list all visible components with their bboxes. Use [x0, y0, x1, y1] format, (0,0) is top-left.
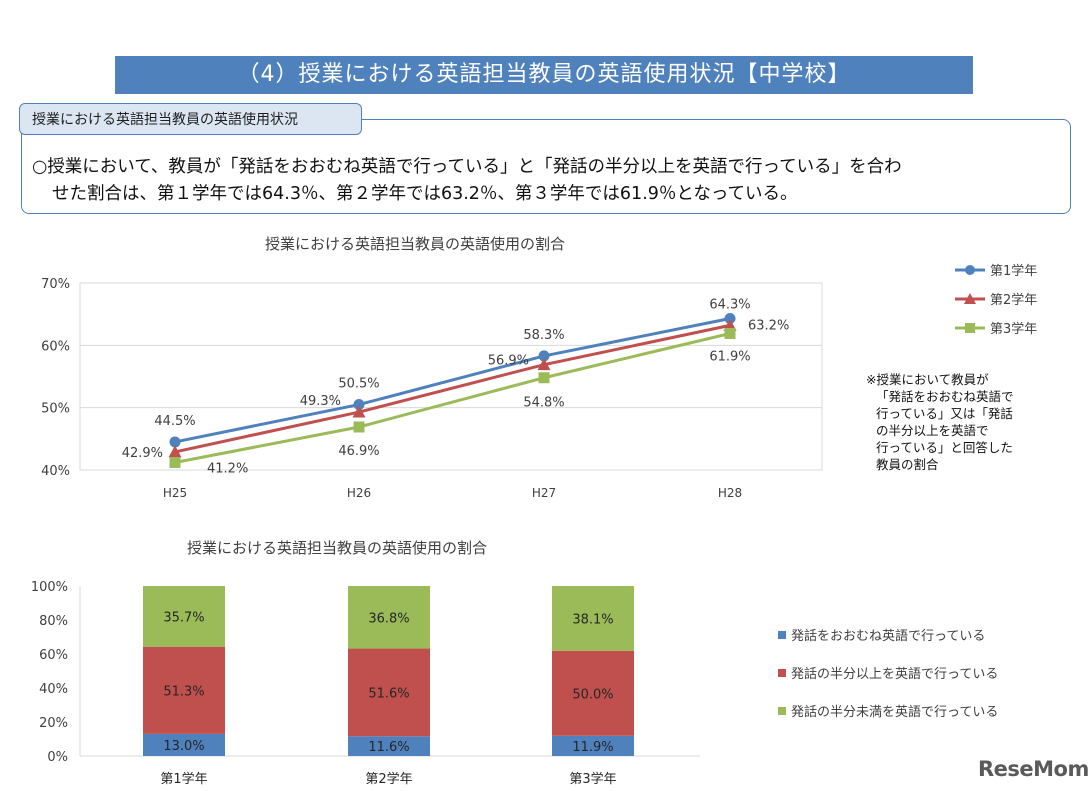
legend-swatch — [778, 631, 786, 639]
data-point — [723, 318, 737, 331]
page-title: （4）授業における英語担当教員の英語使用状況【中学校】 — [115, 56, 973, 94]
data-label: 42.9% — [122, 446, 163, 461]
data-label: 49.3% — [300, 394, 341, 409]
y-tick-label: 50% — [41, 402, 70, 417]
summary-line-1: ○授業において、教員が「発話をおおむね英語で行っている」と「発話の半分以上を英語… — [32, 157, 902, 177]
summary-text: ○授業において、教員が「発話をおおむね英語で行っている」と「発話の半分以上を英語… — [32, 154, 1062, 208]
x-tick-label: H25 — [163, 486, 187, 500]
series-line — [174, 317, 731, 444]
y-tick-label: 20% — [39, 716, 68, 731]
data-label: 46.9% — [338, 444, 379, 459]
x-tick-label: 第1学年 — [160, 771, 207, 787]
legend-label: 第2学年 — [990, 292, 1037, 308]
legend-label: 第3学年 — [990, 321, 1037, 337]
data-point — [724, 313, 736, 325]
x-tick-label: H27 — [532, 486, 556, 500]
series-line — [174, 323, 731, 454]
data-point — [353, 399, 365, 411]
data-point — [965, 265, 975, 275]
y-tick-label: 60% — [39, 648, 68, 663]
bar-segment — [552, 586, 634, 651]
data-point — [964, 293, 976, 304]
data-label: 41.2% — [207, 462, 248, 477]
data-label: 56.9% — [488, 354, 529, 369]
resemom-logo: ReseMom — [978, 757, 1089, 781]
legend-label: 第1学年 — [990, 263, 1037, 279]
data-point — [965, 323, 975, 333]
bar-segment — [348, 586, 430, 649]
data-label: 38.1% — [572, 612, 613, 627]
bar-segment — [552, 650, 634, 736]
section-tab: 授業における英語担当教員の英語使用状況 — [19, 103, 362, 135]
bar-segment — [348, 648, 430, 737]
data-point — [352, 405, 366, 418]
summary-box — [21, 119, 1071, 214]
data-point — [538, 350, 550, 362]
bar-segment — [143, 586, 225, 647]
y-tick-label: 40% — [39, 682, 68, 697]
line-chart: 40% 50% 60% 70% H25 H26 H27 H28 44.5% 50.5% 58.3% 6… — [41, 263, 1037, 500]
y-tick-label: 80% — [39, 614, 68, 629]
bar-segment — [143, 646, 225, 734]
data-label: 51.3% — [163, 684, 204, 699]
x-tick-label: H26 — [347, 486, 371, 500]
data-point — [169, 457, 181, 469]
footnote-line: ※授業において教員が — [866, 372, 989, 387]
data-label: 54.8% — [523, 396, 564, 411]
data-label: 44.5% — [154, 414, 195, 429]
data-label: 50.5% — [338, 377, 379, 392]
y-tick-label: 60% — [41, 339, 70, 354]
bar-segment — [348, 736, 430, 756]
y-tick-label: 40% — [41, 464, 70, 479]
bar-segment — [143, 733, 225, 756]
y-tick-label: 0% — [47, 750, 68, 765]
x-tick-label: 第2学年 — [365, 771, 412, 787]
data-label: 61.9% — [709, 349, 750, 364]
legend-swatch — [778, 669, 786, 677]
data-label: 58.3% — [523, 328, 564, 343]
footnote-line: 行っている」と回答した — [876, 440, 1013, 455]
footnote-line: の半分以上を英語で — [876, 423, 989, 438]
data-point — [168, 445, 182, 458]
bar-chart-title: 授業における英語担当教員の英語使用の割合 — [187, 539, 488, 557]
data-label: 35.7% — [163, 610, 204, 625]
line-chart-title: 授業における英語担当教員の英語使用の割合 — [265, 235, 566, 253]
data-point — [538, 372, 550, 384]
legend-swatch — [778, 707, 786, 715]
footnote: ※授業において教員が 「発話をおおむね英語で 行っている」又は「発話 の半分以上… — [866, 371, 1056, 473]
data-label: 36.8% — [368, 611, 409, 626]
x-tick-label: H28 — [718, 486, 742, 500]
data-point — [353, 421, 365, 433]
y-tick-label: 70% — [41, 277, 70, 292]
footnote-line: 教員の割合 — [876, 457, 939, 472]
legend-label: 発話の半分以上を英語で行っている — [791, 666, 998, 682]
data-point — [724, 327, 736, 339]
data-label: 11.9% — [572, 740, 613, 755]
footnote-line: 行っている」又は「発話 — [876, 406, 1013, 421]
bar-segment — [552, 735, 634, 756]
data-label: 64.3% — [709, 298, 750, 313]
data-label: 11.6% — [368, 740, 409, 755]
data-label: 13.0% — [163, 739, 204, 754]
data-label: 63.2% — [748, 318, 789, 333]
series-line — [174, 332, 731, 464]
data-point — [537, 358, 551, 371]
data-label: 51.6% — [368, 686, 409, 701]
x-tick-label: 第3学年 — [569, 771, 616, 787]
legend-label: 発話をおおむね英語で行っている — [791, 628, 985, 644]
data-point — [169, 436, 181, 448]
legend-label: 発話の半分未満を英語で行っている — [791, 704, 998, 720]
footnote-line: 「発話をおおむね英語で — [876, 389, 1014, 404]
data-label: 50.0% — [572, 687, 613, 702]
summary-line-2: せた割合は、第１学年では64.3％、第２学年では63.2％、第３学年では61.9… — [52, 184, 798, 204]
y-tick-label: 100% — [31, 580, 68, 595]
